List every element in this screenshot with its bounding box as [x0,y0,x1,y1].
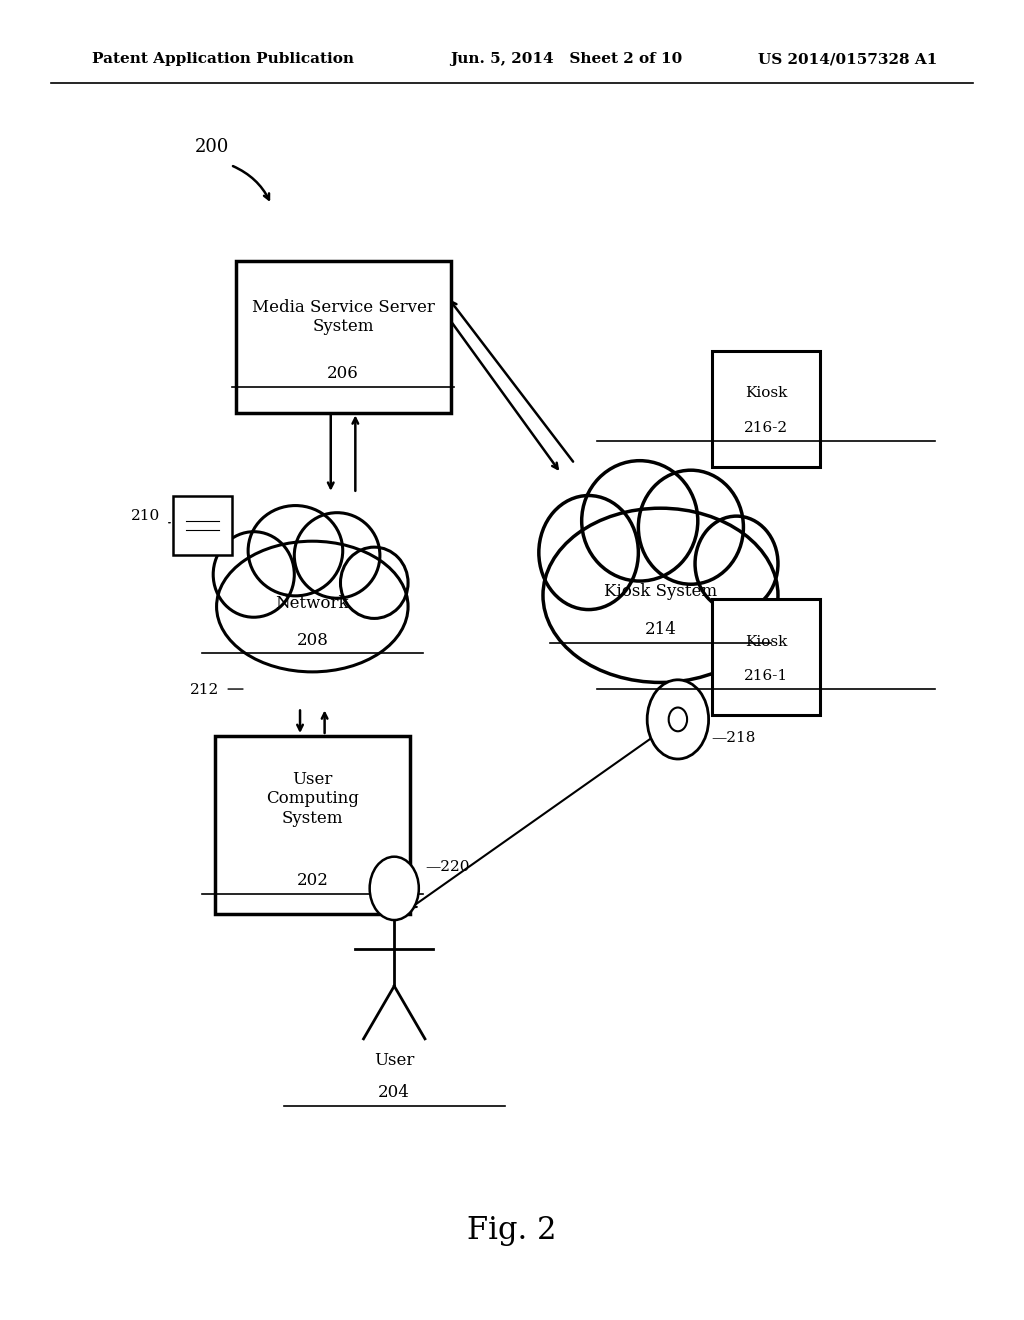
Text: —218: —218 [712,731,756,744]
Text: 216-2: 216-2 [743,421,788,434]
Text: 204: 204 [378,1085,411,1101]
Text: Media Service Server
System: Media Service Server System [252,298,434,335]
Ellipse shape [248,506,343,595]
Ellipse shape [340,546,408,618]
Ellipse shape [217,541,408,672]
Ellipse shape [294,512,380,598]
Text: User: User [374,1052,415,1069]
Circle shape [647,680,709,759]
Text: 210: 210 [131,510,161,523]
Ellipse shape [638,470,743,585]
Text: 212: 212 [189,684,219,697]
Text: Kiosk: Kiosk [744,387,787,400]
FancyBboxPatch shape [173,495,232,554]
Text: Network: Network [275,595,349,611]
Text: Fig. 2: Fig. 2 [467,1214,557,1246]
FancyBboxPatch shape [713,351,819,467]
Ellipse shape [213,532,294,618]
Ellipse shape [582,461,697,581]
Text: 216-1: 216-1 [743,669,788,682]
FancyBboxPatch shape [713,599,819,715]
Text: Kiosk System: Kiosk System [604,583,717,599]
Text: User
Computing
System: User Computing System [266,771,358,826]
Text: —220: —220 [425,861,469,874]
FancyBboxPatch shape [236,261,451,412]
Text: Kiosk: Kiosk [744,635,787,648]
Text: 206: 206 [327,366,359,381]
Text: 200: 200 [195,137,229,156]
Circle shape [669,708,687,731]
Ellipse shape [543,508,778,682]
Text: 202: 202 [296,873,329,888]
FancyBboxPatch shape [215,737,410,913]
Text: 214: 214 [644,622,677,638]
Circle shape [370,857,419,920]
Text: 208: 208 [296,632,329,648]
Text: Patent Application Publication: Patent Application Publication [92,53,354,66]
Text: US 2014/0157328 A1: US 2014/0157328 A1 [758,53,937,66]
Text: Jun. 5, 2014   Sheet 2 of 10: Jun. 5, 2014 Sheet 2 of 10 [451,53,683,66]
Ellipse shape [695,516,778,611]
Ellipse shape [539,495,638,610]
